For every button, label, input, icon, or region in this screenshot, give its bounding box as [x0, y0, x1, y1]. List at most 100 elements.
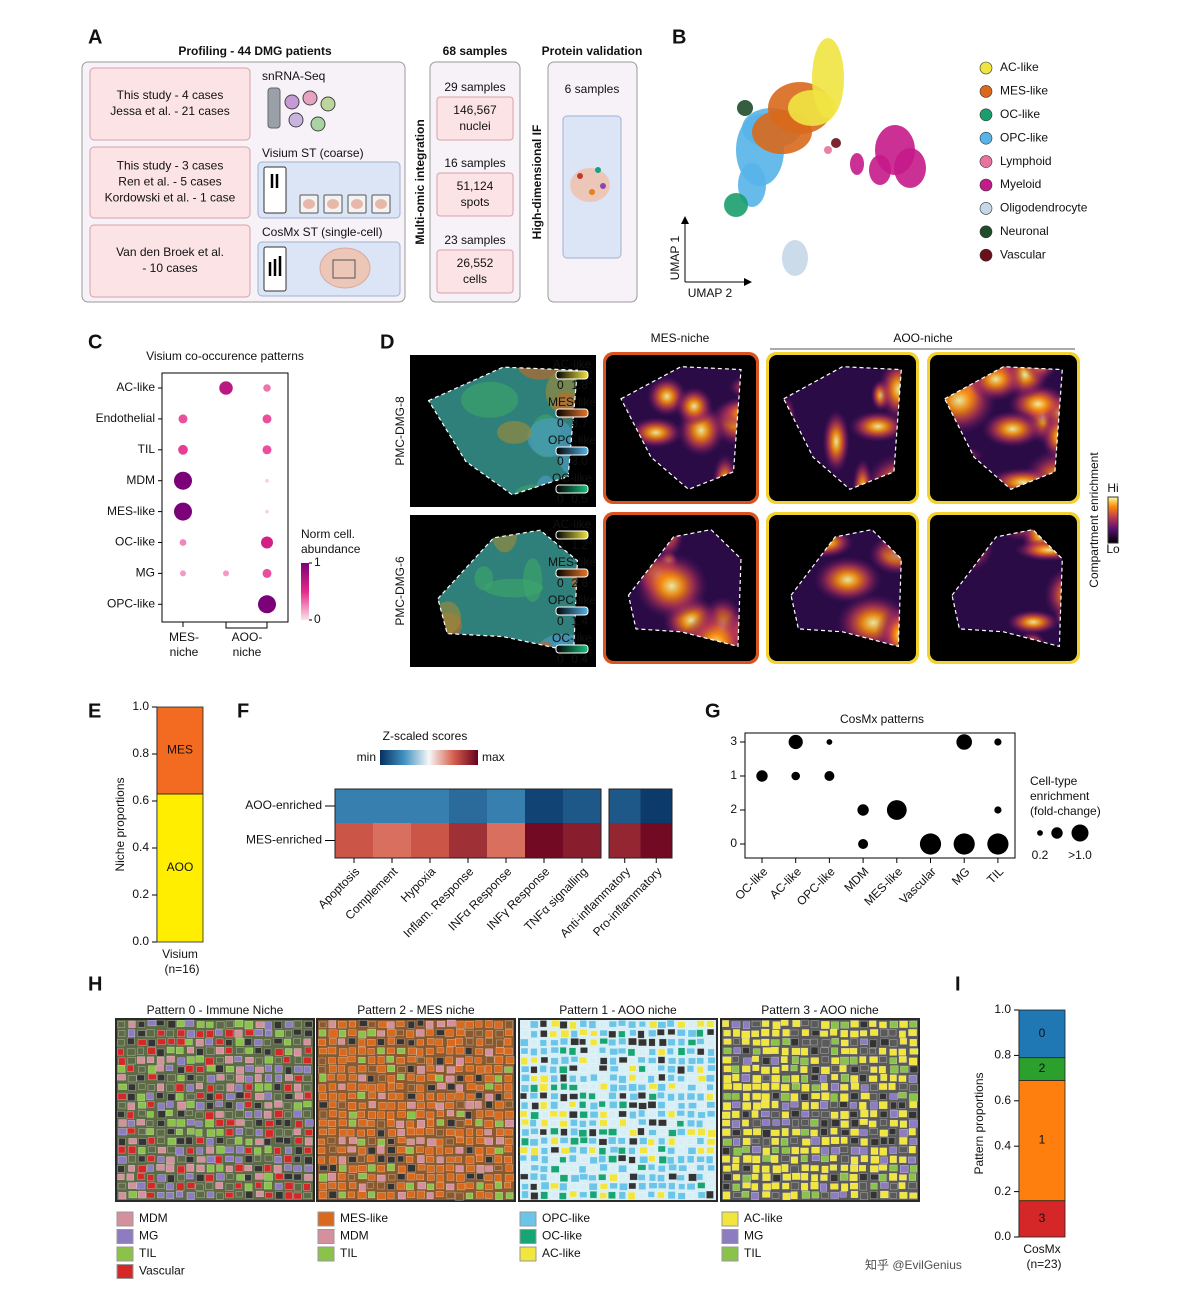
cell — [648, 1163, 656, 1171]
cell — [206, 1155, 216, 1163]
cell — [437, 1082, 446, 1090]
cell — [880, 1156, 888, 1164]
cell — [638, 1038, 647, 1047]
cell — [348, 1074, 357, 1081]
cell — [637, 1174, 646, 1181]
cell — [225, 1165, 233, 1173]
legend-swatch — [979, 202, 993, 215]
cell — [215, 1119, 225, 1127]
cell — [284, 1191, 293, 1200]
sample-box — [436, 249, 514, 294]
cell — [338, 1038, 345, 1045]
cell — [196, 1030, 204, 1038]
cell — [127, 1093, 136, 1102]
enrichment — [987, 467, 1059, 490]
cell — [317, 1138, 325, 1146]
cell — [446, 1110, 455, 1117]
cell — [598, 1092, 607, 1100]
cell — [790, 1165, 799, 1174]
cell — [456, 1084, 464, 1092]
cell — [560, 1056, 570, 1065]
cell — [530, 1066, 538, 1074]
scale-min: 0 — [557, 614, 564, 628]
enrichment — [674, 386, 714, 426]
y-tick-label: 0.8 — [132, 746, 149, 760]
cell — [216, 1173, 225, 1181]
cell — [264, 1102, 273, 1109]
legend-swatch — [979, 131, 993, 145]
cell — [667, 1065, 676, 1073]
dot — [265, 478, 269, 483]
cell — [186, 1074, 195, 1081]
cell — [696, 1038, 705, 1045]
cell — [531, 1102, 539, 1110]
cell — [293, 1037, 301, 1045]
cell — [628, 1020, 637, 1029]
cell — [628, 1118, 635, 1126]
cell — [648, 1146, 657, 1154]
cell — [186, 1192, 195, 1200]
cell — [849, 1102, 857, 1109]
cell — [318, 1093, 327, 1101]
cell — [485, 1110, 494, 1117]
cell — [294, 1146, 303, 1155]
cell — [177, 1075, 185, 1082]
cell — [166, 1046, 175, 1054]
cell — [495, 1137, 505, 1145]
umap-cluster — [894, 148, 926, 188]
cell — [529, 1172, 538, 1181]
cell — [358, 1065, 367, 1073]
cell — [283, 1056, 291, 1064]
scale-bar — [555, 408, 589, 418]
cell — [800, 1047, 809, 1056]
cell — [244, 1029, 254, 1036]
cell — [791, 1075, 800, 1083]
cell — [890, 1101, 898, 1110]
cell — [696, 1084, 705, 1093]
cell — [215, 1100, 223, 1107]
cell — [762, 1147, 770, 1156]
cell — [485, 1156, 493, 1164]
cell — [447, 1083, 456, 1091]
cell — [588, 1057, 598, 1064]
cell — [570, 1030, 578, 1038]
cell — [427, 1037, 435, 1046]
cell — [811, 1174, 818, 1182]
cell — [396, 1120, 405, 1129]
cell — [398, 1165, 406, 1174]
cell — [485, 1183, 493, 1190]
cell — [540, 1181, 550, 1190]
cell — [396, 1020, 405, 1027]
cell — [677, 1038, 686, 1046]
cell — [686, 1092, 696, 1101]
dot — [219, 381, 233, 395]
cell — [426, 1155, 435, 1163]
cell — [723, 1173, 732, 1182]
cell — [275, 1030, 284, 1037]
cohort-box — [89, 146, 251, 219]
cell — [899, 1083, 908, 1091]
x-tick-label: TIL — [984, 864, 1006, 886]
segment-label: MES — [167, 743, 193, 757]
cell — [560, 1128, 568, 1136]
sample-unit: spots — [461, 195, 490, 209]
cell — [117, 1074, 126, 1081]
cell — [706, 1101, 716, 1109]
cell — [733, 1083, 742, 1091]
cell — [387, 1119, 395, 1127]
cell — [782, 1102, 790, 1110]
cell — [406, 1172, 416, 1181]
cell — [387, 1191, 395, 1200]
cell — [687, 1147, 697, 1155]
cell — [435, 1074, 444, 1082]
cell — [618, 1191, 626, 1200]
cohort-text: Van den Broek et al. — [116, 245, 224, 259]
cell — [466, 1083, 476, 1090]
cell — [599, 1163, 608, 1172]
cell — [678, 1183, 686, 1190]
cell — [329, 1145, 337, 1153]
plot-frame — [161, 372, 289, 623]
cell — [445, 1164, 455, 1172]
sample-box — [436, 96, 514, 141]
cell — [840, 1136, 848, 1144]
